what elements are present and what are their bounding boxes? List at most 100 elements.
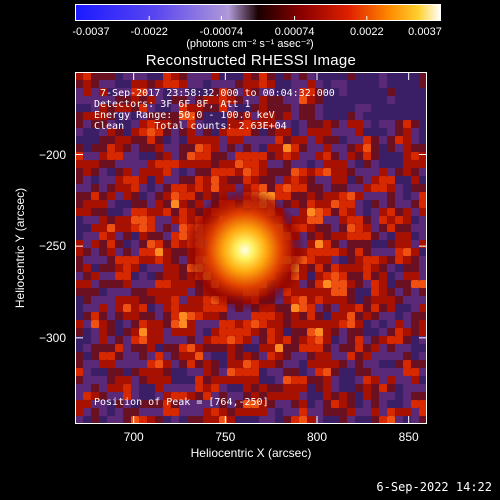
heatmap-cell — [419, 256, 427, 265]
heatmap-cell — [403, 208, 412, 217]
heatmap-cell — [339, 240, 348, 249]
heatmap-cell — [139, 328, 148, 337]
heatmap-cell — [371, 96, 380, 105]
heatmap-cell — [139, 344, 148, 353]
heatmap-cell — [155, 272, 164, 281]
heatmap-cell — [339, 208, 348, 217]
heatmap-cell — [275, 368, 284, 377]
heatmap-cell — [267, 152, 276, 161]
heatmap-cell — [99, 360, 108, 369]
heatmap-cell — [155, 384, 164, 393]
heatmap-cell — [347, 280, 356, 289]
heatmap-cell — [123, 240, 132, 249]
heatmap-cell — [371, 288, 380, 297]
heatmap-cell — [99, 168, 108, 177]
heatmap-cell — [339, 384, 348, 393]
heatmap-cell — [395, 208, 404, 217]
heatmap-cell — [355, 304, 364, 313]
heatmap-cell — [387, 96, 396, 105]
heatmap-cell — [179, 312, 188, 321]
heatmap-cell — [411, 136, 420, 145]
heatmap-cell — [251, 360, 260, 369]
heatmap-cell — [115, 160, 124, 169]
y-axis-label: Heliocentric Y (arcsec) — [13, 187, 27, 309]
heatmap-cell — [83, 360, 92, 369]
heatmap-cell — [411, 384, 420, 393]
heatmap-cell — [99, 136, 108, 145]
info-time-range: 7-Sep-2017 23:58:32.000 to 00:04:32.000 — [94, 88, 335, 99]
heatmap-cell — [299, 376, 308, 385]
heatmap-cell — [147, 160, 156, 169]
heatmap-cell — [259, 352, 268, 361]
heatmap-cell — [395, 240, 404, 249]
heatmap-cell — [315, 336, 324, 345]
heatmap-cell — [411, 72, 420, 81]
heatmap-cell — [339, 416, 348, 424]
heatmap-cell — [339, 112, 348, 121]
heatmap-cell — [131, 368, 140, 377]
heatmap-cell — [75, 120, 84, 129]
heatmap-cell — [123, 368, 132, 377]
heatmap-cell — [147, 192, 156, 201]
heatmap-cell — [315, 328, 324, 337]
heatmap-cell — [187, 288, 196, 297]
heatmap-cell — [163, 336, 172, 345]
heatmap-cell — [395, 144, 404, 153]
heatmap-cell — [395, 168, 404, 177]
heatmap-cell — [275, 176, 284, 185]
heatmap-cell — [75, 176, 84, 185]
heatmap-cell — [331, 240, 340, 249]
heatmap-cell — [331, 176, 340, 185]
heatmap-cell — [387, 368, 396, 377]
heatmap-cell — [107, 320, 116, 329]
heatmap-cell — [99, 72, 108, 81]
heatmap-cell — [187, 112, 196, 121]
heatmap-cell — [163, 352, 172, 361]
heatmap-cell — [355, 200, 364, 209]
heatmap-cell — [131, 96, 140, 105]
heatmap-cell — [83, 112, 92, 121]
heatmap-cell — [163, 184, 172, 193]
heatmap-cell — [387, 176, 396, 185]
heatmap-cell — [83, 288, 92, 297]
heatmap-cell — [291, 288, 300, 297]
heatmap-cell — [331, 328, 340, 337]
heatmap-cell — [83, 144, 92, 153]
heatmap-cell — [211, 96, 220, 105]
heatmap-cell — [155, 120, 164, 129]
heatmap-cell — [203, 144, 212, 153]
heatmap-cell — [387, 224, 396, 233]
heatmap-cell — [123, 224, 132, 233]
heatmap-cell — [315, 344, 324, 353]
heatmap-cell — [83, 120, 92, 129]
heatmap-cell — [355, 160, 364, 169]
heatmap-cell — [83, 408, 92, 417]
heatmap-cell — [163, 240, 172, 249]
heatmap-cell — [163, 232, 172, 241]
heatmap-cell — [203, 312, 212, 321]
heatmap-cell — [99, 288, 108, 297]
heatmap-cell — [307, 296, 316, 305]
heatmap-cell — [363, 312, 372, 321]
heatmap-cell — [259, 328, 268, 337]
heatmap-cell — [163, 328, 172, 337]
heatmap-cell — [115, 200, 124, 209]
heatmap-cell — [179, 392, 188, 401]
heatmap-cell — [235, 88, 244, 97]
heatmap-cell — [187, 368, 196, 377]
heatmap-cell — [219, 152, 228, 161]
heatmap-cell — [307, 416, 316, 424]
heatmap-cell — [299, 152, 308, 161]
heatmap-cell — [171, 352, 180, 361]
heatmap-cell — [315, 352, 324, 361]
heatmap-cell — [155, 280, 164, 289]
heatmap-cell — [195, 168, 204, 177]
heatmap-cell — [83, 200, 92, 209]
heatmap-cell — [139, 120, 148, 129]
heatmap-cell — [115, 176, 124, 185]
heatmap-cell — [163, 280, 172, 289]
heatmap-cell — [83, 344, 92, 353]
heatmap-cell — [107, 80, 116, 89]
heatmap-cell — [171, 312, 180, 321]
heatmap-cell — [395, 152, 404, 161]
